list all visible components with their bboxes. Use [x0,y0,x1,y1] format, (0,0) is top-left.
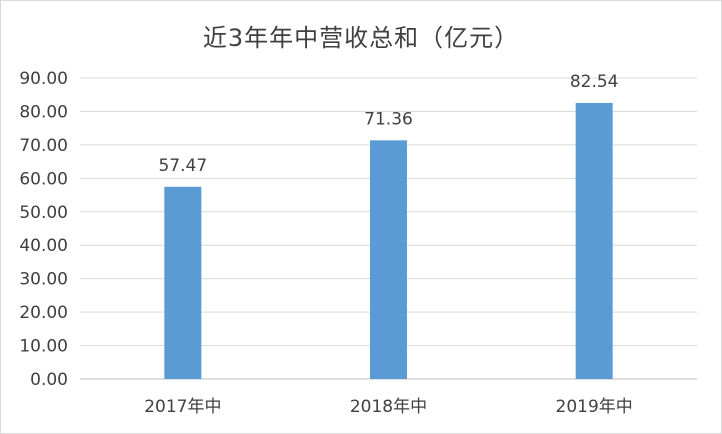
y-tick-label: 30.00 [19,270,68,290]
y-tick-label: 90.00 [19,69,68,89]
y-tick-label: 10.00 [19,337,68,357]
data-label: 82.54 [570,72,619,92]
y-tick-label: 50.00 [19,203,68,223]
x-tick-label: 2019年中 [556,397,633,417]
x-axis-ticks: 2017年中 2018年中 2019年中 [144,397,633,417]
data-label: 71.36 [364,109,413,129]
y-axis-ticks: 0.00 10.00 20.00 30.00 40.00 50.00 60.00 70.00 8… [19,69,68,390]
y-tick-label: 0.00 [30,370,68,390]
x-tick-label: 2018年中 [350,397,427,417]
y-tick-label: 70.00 [19,136,68,156]
chart-title: 近3年年中营收总和（亿元） [202,24,520,52]
bars [164,102,613,379]
bar-2018年中 [370,140,407,379]
data-labels: 57.47 71.36 82.54 [158,72,618,176]
data-label: 57.47 [158,156,207,176]
bar-2017年中 [164,186,202,379]
bar-2019年中 [575,102,613,379]
y-tick-label: 80.00 [19,102,68,122]
y-tick-label: 40.00 [19,236,68,256]
x-tick-label: 2017年中 [144,397,221,417]
y-tick-label: 20.00 [19,303,68,323]
y-tick-label: 60.00 [19,169,68,189]
